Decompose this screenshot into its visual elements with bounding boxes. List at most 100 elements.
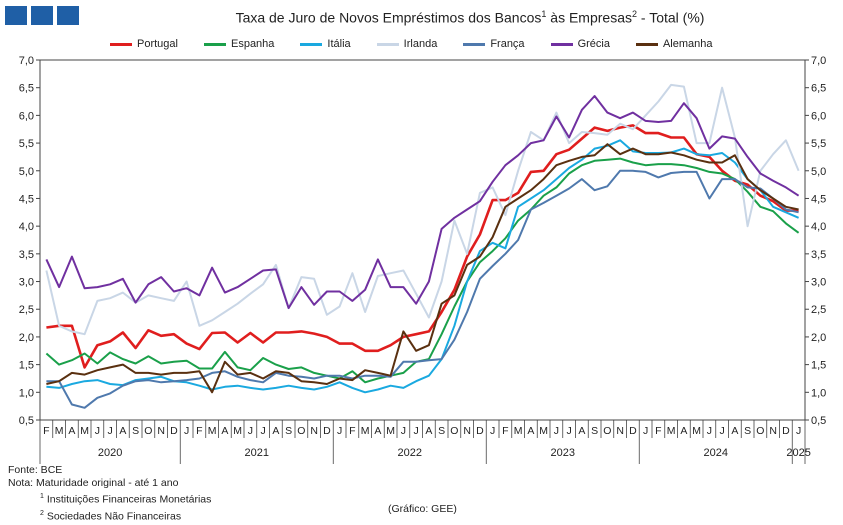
y-tick-label-left: 1,0 (19, 387, 34, 399)
legend-item: França (463, 38, 525, 50)
month-label: A (425, 425, 432, 437)
month-label: A (680, 425, 687, 437)
month-label: N (463, 425, 471, 437)
month-label: A (221, 425, 228, 437)
legend-item: Grécia (550, 38, 610, 50)
title-sup-1: 1 (541, 9, 547, 19)
year-label: 2024 (704, 447, 728, 459)
month-label: A (68, 425, 75, 437)
month-label: J (261, 425, 266, 437)
y-tick-label-right: 3,0 (811, 277, 826, 289)
month-label: D (170, 425, 178, 437)
month-label: S (438, 425, 445, 437)
series-line-italia (46, 139, 799, 394)
legend-label: Alemanha (662, 38, 713, 50)
month-label: M (386, 425, 395, 437)
gee-logo (5, 6, 79, 25)
footnote-1: 1 Instituições Financeiras Monetárias (8, 490, 211, 507)
y-tick-label-right: 4,5 (811, 193, 826, 205)
legend-swatch (110, 42, 132, 46)
month-label: N (157, 425, 165, 437)
month-label: S (591, 425, 598, 437)
footnote-1-text: Instituições Financeiras Monetárias (43, 493, 212, 506)
month-label: F (349, 425, 355, 437)
legend-label: França (490, 38, 525, 50)
month-label: M (361, 425, 370, 437)
month-label: S (132, 425, 139, 437)
source-note: Fonte: BCE (8, 464, 63, 476)
month-label: M (667, 425, 676, 437)
logo-block-2 (31, 6, 53, 25)
y-tick-label-right: 1,0 (811, 387, 826, 399)
y-tick-label-left: 5,0 (19, 166, 34, 178)
legend-label: Irlanda (403, 38, 438, 50)
month-label: J (720, 425, 725, 437)
year-label: 2023 (551, 447, 575, 459)
title-sup-2: 2 (631, 9, 637, 19)
title-mid: às Empresas (546, 9, 632, 26)
logo-block-3 (57, 6, 79, 25)
month-label: J (490, 425, 495, 437)
month-label: N (616, 425, 624, 437)
month-label: M (692, 425, 701, 437)
month-label: M (208, 425, 217, 437)
month-label: A (272, 425, 279, 437)
y-tick-label-left: 3,0 (19, 277, 34, 289)
chart-credit: (Gráfico: GEE) (388, 503, 457, 515)
y-tick-label-left: 1,5 (19, 360, 34, 372)
month-label: S (285, 425, 292, 437)
month-label: S (744, 425, 751, 437)
month-label: O (144, 425, 152, 437)
month-label: J (643, 425, 648, 437)
year-label: 2020 (98, 447, 122, 459)
y-tick-label-right: 0,5 (811, 415, 826, 427)
month-label: A (527, 425, 534, 437)
month-label: J (707, 425, 712, 437)
y-tick-label-left: 2,5 (19, 304, 34, 316)
month-label: J (248, 425, 253, 437)
month-label: O (297, 425, 305, 437)
title-main: Taxa de Juro de Novos Empréstimos dos Ba… (235, 9, 542, 26)
y-tick-label-right: 2,0 (811, 332, 826, 344)
series-line-portugal (46, 124, 799, 369)
month-label: N (769, 425, 777, 437)
legend-swatch (635, 42, 658, 46)
title-end: - Total (%) (637, 9, 705, 26)
year-label: 2021 (245, 447, 269, 459)
month-label: J (567, 425, 572, 437)
chart-title: Taxa de Juro de Novos Empréstimos dos Ba… (120, 9, 820, 26)
month-label: O (603, 425, 611, 437)
series-line-grecia (45, 95, 800, 310)
legend-item: Alemanha (635, 38, 713, 50)
month-label: A (374, 425, 381, 437)
month-label: D (629, 425, 637, 437)
month-label: J (95, 425, 100, 437)
month-label: N (310, 425, 318, 437)
month-label: F (655, 425, 661, 437)
y-tick-label-left: 4,5 (19, 193, 34, 205)
maturity-note: Nota: Maturidade original - até 1 ano (8, 477, 179, 489)
legend-swatch (300, 42, 323, 46)
legend-swatch (550, 42, 573, 46)
series-line-irlanda (45, 83, 800, 336)
legend-item: Espanha (203, 38, 274, 50)
y-tick-label-right: 1,5 (811, 360, 826, 372)
series-line-alemanha (46, 143, 799, 394)
y-tick-label-left: 5,5 (19, 138, 34, 150)
footnote-2-mark: 2 (40, 509, 44, 517)
footnote-2-text: Sociedades Não Financeiras (43, 510, 182, 522)
month-label: F (43, 425, 49, 437)
y-tick-label-right: 5,0 (811, 166, 826, 178)
y-tick-label-right: 7,0 (811, 55, 826, 67)
year-label: 2025 (786, 447, 810, 459)
legend-item: Itália (300, 38, 351, 50)
y-tick-label-left: 0,5 (19, 415, 34, 427)
legend-swatch (376, 42, 399, 46)
month-label: J (554, 425, 559, 437)
month-label: J (796, 425, 801, 437)
y-tick-label-right: 2,5 (811, 304, 826, 316)
year-label: 2022 (398, 447, 422, 459)
month-label: D (782, 425, 790, 437)
chart-legend: Portugal Espanha Itália Irlanda França Grécia… (110, 38, 713, 50)
